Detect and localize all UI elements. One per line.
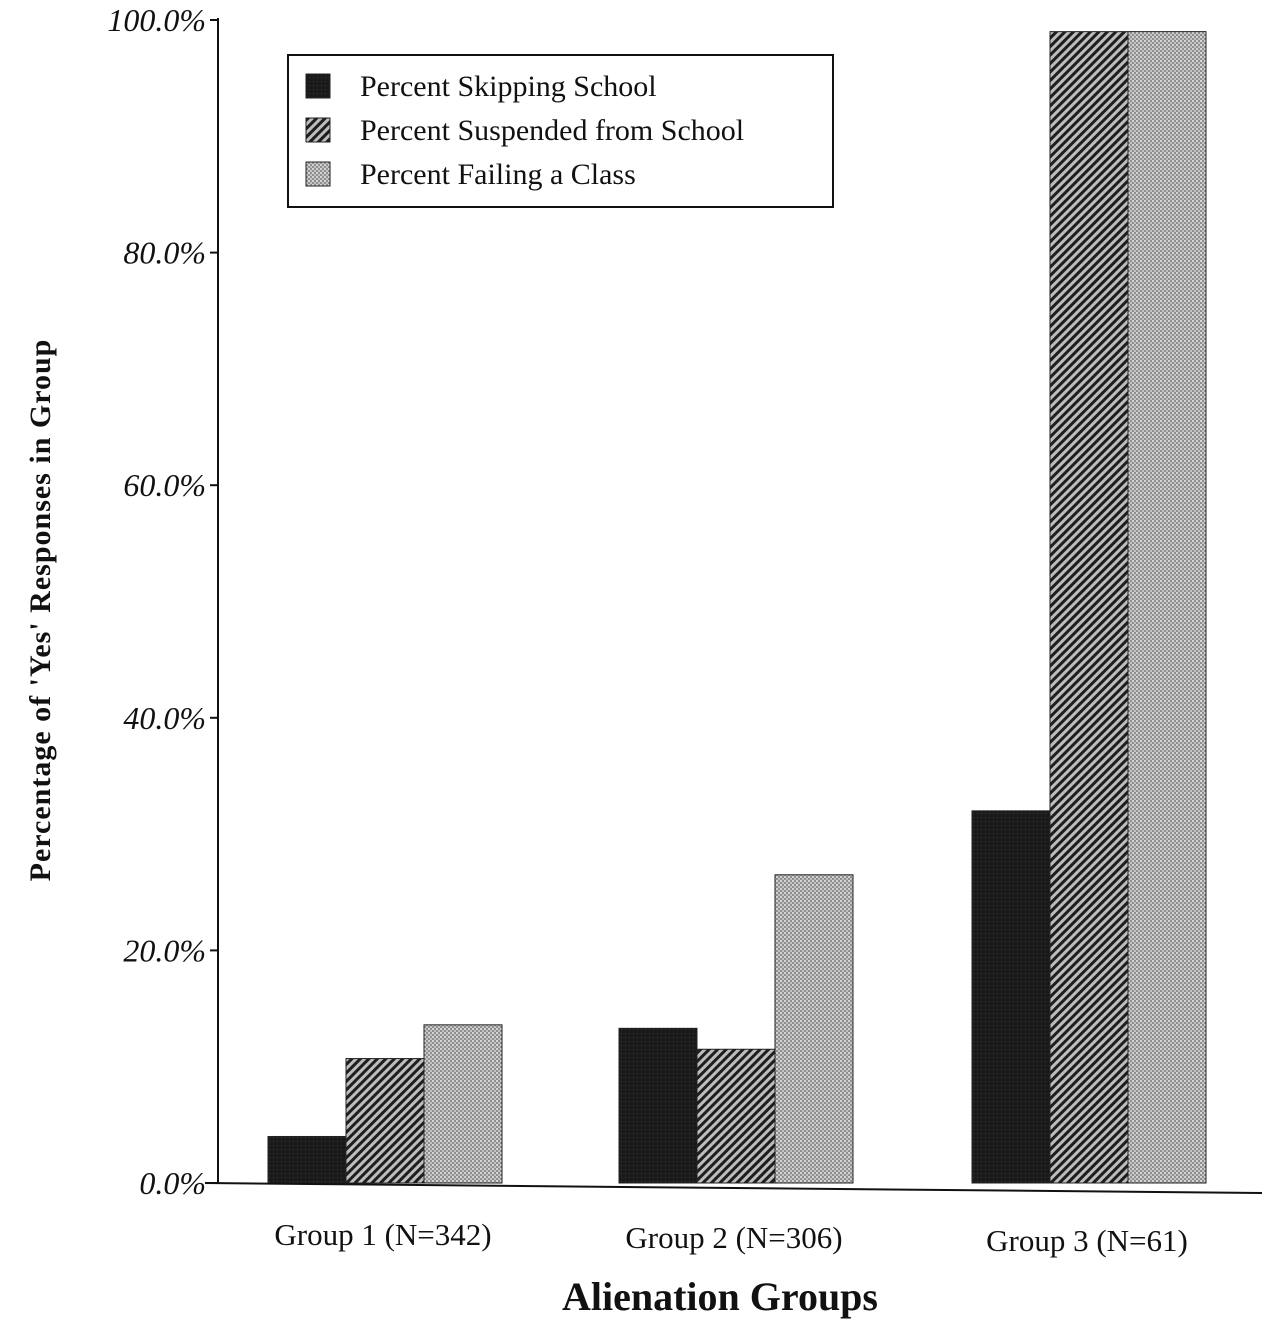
legend-label-suspended: Percent Suspended from School (360, 114, 744, 147)
bar-skipping-group-1 (267, 1135, 347, 1184)
bar-skipping-group-3 (971, 810, 1051, 1184)
y-tick-label: 80.0% (123, 235, 206, 271)
legend-swatch-suspended (305, 117, 331, 143)
axes (204, 18, 1263, 1194)
legend-swatch-failing (305, 161, 331, 187)
bar-failing-group-2 (774, 874, 854, 1184)
bar-suspended-group-2 (696, 1048, 776, 1184)
x-tick-label: Group 1 (N=342) (274, 1217, 491, 1252)
x-axis-line (204, 1182, 1263, 1194)
bar-suspended-group-3 (1049, 31, 1129, 1184)
legend-swatch-skipping (305, 73, 331, 99)
legend-box (287, 54, 834, 208)
y-tick-label: 20.0% (123, 932, 206, 968)
y-axis-title: Percentage of 'Yes' Responses in Group (24, 339, 57, 882)
x-tick-labels: Group 1 (N=342) Group 2 (N=306) Group 3 (N… (274, 1217, 1187, 1258)
y-tick-label: 100.0% (107, 2, 206, 38)
bar-skipping-group-2 (618, 1027, 698, 1184)
y-tick-label: 60.0% (123, 467, 206, 503)
legend-label-skipping: Percent Skipping School (360, 70, 657, 103)
x-tick-label: Group 2 (N=306) (625, 1220, 842, 1255)
bar-suspended-group-1 (345, 1058, 425, 1184)
y-tick-label: 40.0% (123, 700, 206, 736)
bars-layer (267, 31, 1207, 1184)
y-tick-label: 0.0% (139, 1165, 206, 1201)
y-ticks: 0.0% 20.0% 40.0% 60.0% 80.0% 100.0% (107, 2, 218, 1201)
x-axis-title: Alienation Groups (562, 1274, 878, 1319)
x-tick-label: Group 3 (N=61) (986, 1223, 1188, 1258)
legend: Percent Skipping School Percent Suspended… (287, 54, 834, 208)
legend-label-failing: Percent Failing a Class (360, 158, 636, 191)
bar-failing-group-1 (423, 1024, 503, 1184)
bar-failing-group-3 (1127, 31, 1207, 1184)
